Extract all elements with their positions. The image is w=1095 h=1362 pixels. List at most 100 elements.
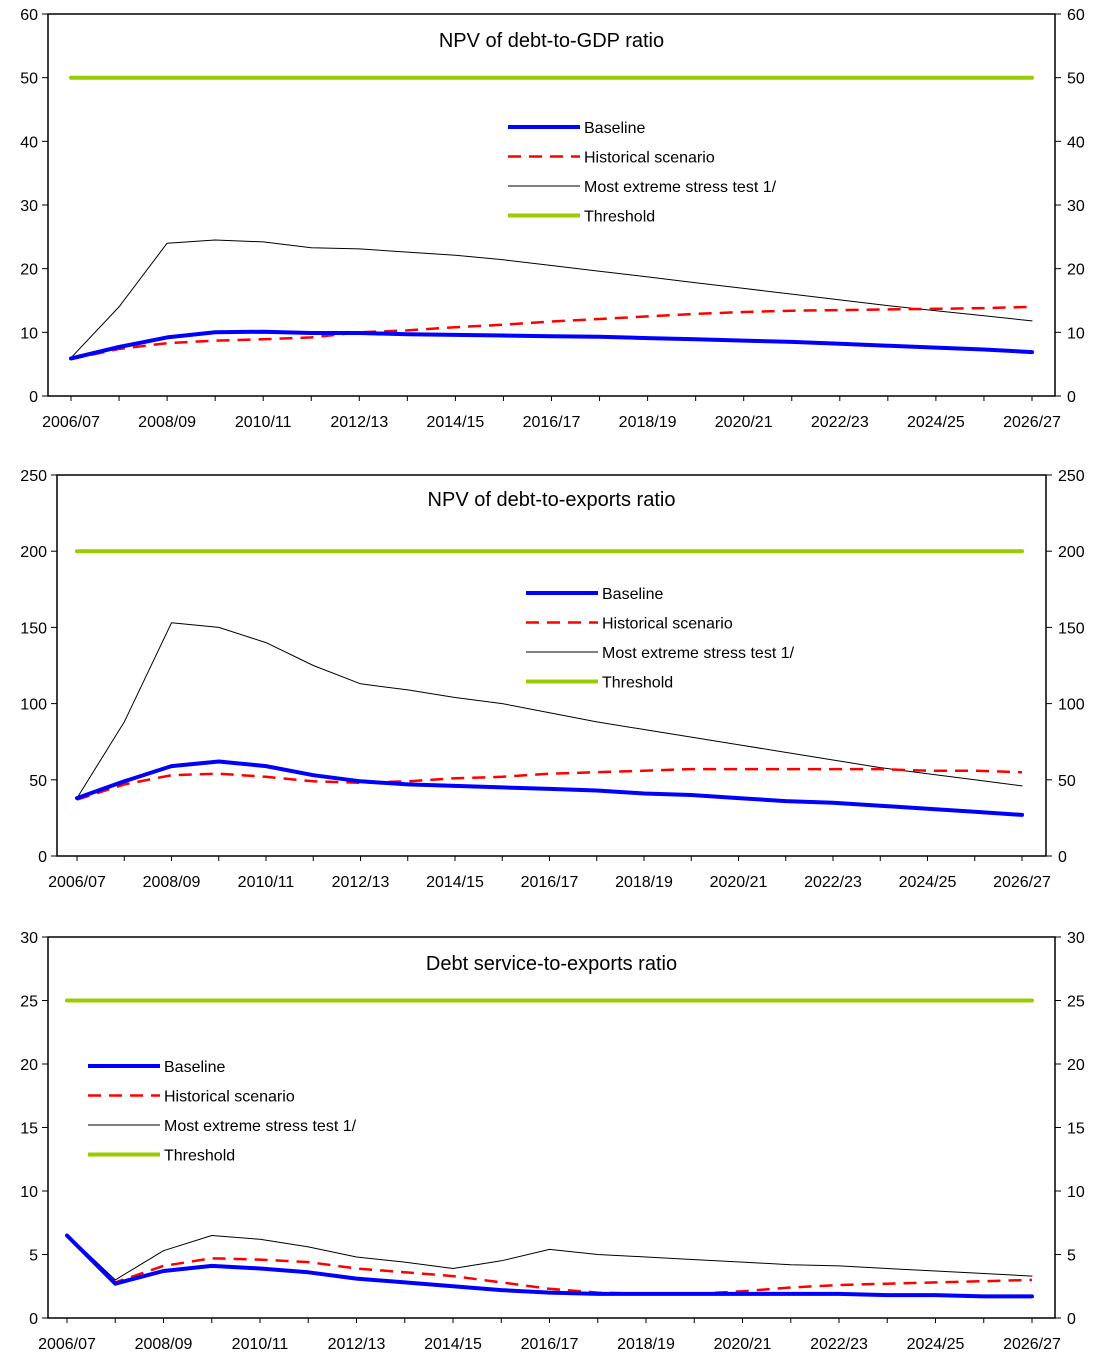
y-tick-label-right: 25 xyxy=(1067,994,1085,1011)
x-tick-label: 2012/13 xyxy=(328,1336,386,1353)
y-tick-label-right: 20 xyxy=(1067,1057,1085,1074)
series-line-historical-scenario xyxy=(70,305,1033,361)
x-tick-label: 2008/09 xyxy=(143,874,201,891)
legend-label-historical-scenario: Historical scenario xyxy=(602,616,733,633)
x-tick-label: 2010/11 xyxy=(232,1336,289,1353)
legend-label-most-extreme-stress-test-1: Most extreme stress test 1/ xyxy=(584,179,777,196)
y-tick-label-left: 150 xyxy=(20,620,47,637)
legend-label-baseline: Baseline xyxy=(602,586,663,603)
x-tick-label: 2020/21 xyxy=(715,414,773,431)
y-tick-label-left: 15 xyxy=(20,1121,38,1138)
chart-title: NPV of debt-to-exports ratio xyxy=(428,489,676,511)
y-tick-label-right: 150 xyxy=(1058,620,1085,637)
y-tick-label-left: 40 xyxy=(20,134,38,151)
series-line-most-extreme-stress-test-1 xyxy=(70,239,1033,359)
series-line-historical-scenario xyxy=(66,1234,1033,1296)
legend-label-historical-scenario: Historical scenario xyxy=(164,1089,295,1106)
x-tick-label: 2024/25 xyxy=(907,1336,965,1353)
y-tick-label-right: 250 xyxy=(1058,468,1085,485)
y-tick-label-left: 60 xyxy=(20,7,38,24)
y-tick-label-right: 20 xyxy=(1067,262,1085,279)
legend-label-threshold: Threshold xyxy=(602,675,673,692)
legend-label-most-extreme-stress-test-1: Most extreme stress test 1/ xyxy=(602,645,795,662)
x-tick-label: 2006/07 xyxy=(38,1336,96,1353)
y-tick-label-right: 30 xyxy=(1067,198,1085,215)
x-tick-label: 2008/09 xyxy=(138,414,196,431)
chart-title: Debt service-to-exports ratio xyxy=(426,953,677,975)
y-tick-label-left: 0 xyxy=(29,1311,38,1328)
legend-label-baseline: Baseline xyxy=(164,1059,225,1076)
x-tick-label: 2024/25 xyxy=(907,414,965,431)
x-tick-label: 2020/21 xyxy=(714,1336,772,1353)
x-tick-label: 2026/27 xyxy=(1003,414,1061,431)
y-tick-label-right: 15 xyxy=(1067,1121,1085,1138)
y-tick-label-left: 20 xyxy=(20,1057,38,1074)
x-tick-label: 2026/27 xyxy=(1003,1336,1061,1353)
legend-label-most-extreme-stress-test-1: Most extreme stress test 1/ xyxy=(164,1118,357,1135)
x-tick-label: 2016/17 xyxy=(523,414,581,431)
y-tick-label-left: 30 xyxy=(20,930,38,947)
y-tick-label-right: 100 xyxy=(1058,697,1085,714)
x-tick-label: 2014/15 xyxy=(426,414,484,431)
y-tick-label-left: 10 xyxy=(20,325,38,342)
y-tick-label-left: 5 xyxy=(29,1248,38,1265)
y-tick-label-left: 50 xyxy=(29,773,47,790)
y-tick-label-left: 30 xyxy=(20,198,38,215)
plot-frame xyxy=(56,474,1047,857)
series-line-most-extreme-stress-test-1 xyxy=(66,1233,1033,1281)
x-tick-label: 2006/07 xyxy=(42,414,100,431)
y-tick-label-left: 0 xyxy=(29,389,38,406)
y-tick-label-right: 200 xyxy=(1058,544,1085,561)
series-line-historical-scenario xyxy=(76,767,1023,801)
y-tick-label-left: 25 xyxy=(20,994,38,1011)
chart-3: 0 0 5 5 10 10 15 15 20 20 25 25 30 30 2006/07 2008/09 20… xyxy=(20,930,1085,1353)
x-tick-label: 2012/13 xyxy=(330,414,388,431)
y-tick-label-right: 10 xyxy=(1067,325,1085,342)
x-tick-label: 2014/15 xyxy=(426,874,484,891)
x-tick-label: 2014/15 xyxy=(424,1336,482,1353)
y-tick-label-right: 0 xyxy=(1067,1311,1076,1328)
y-tick-label-right: 50 xyxy=(1067,71,1085,88)
series-line-baseline xyxy=(75,759,1024,817)
x-tick-label: 2010/11 xyxy=(235,414,292,431)
y-tick-label-right: 10 xyxy=(1067,1184,1085,1201)
y-tick-label-right: 50 xyxy=(1058,773,1076,790)
chart-1: 0 0 10 10 20 20 30 30 40 40 50 50 60 60 2006/07 2008/09… xyxy=(20,7,1085,431)
y-tick-label-right: 40 xyxy=(1067,134,1085,151)
legend-label-baseline: Baseline xyxy=(584,120,645,137)
y-tick-label-right: 30 xyxy=(1067,930,1085,947)
x-tick-label: 2016/17 xyxy=(521,1336,579,1353)
y-tick-label-left: 250 xyxy=(20,468,47,485)
y-tick-label-left: 10 xyxy=(20,1184,38,1201)
x-tick-label: 2006/07 xyxy=(48,874,106,891)
y-tick-label-left: 0 xyxy=(38,849,47,866)
y-tick-label-right: 0 xyxy=(1058,849,1067,866)
x-tick-label: 2016/17 xyxy=(521,874,579,891)
x-tick-label: 2018/19 xyxy=(615,874,673,891)
x-tick-label: 2020/21 xyxy=(710,874,768,891)
series-line-baseline xyxy=(69,329,1034,361)
x-tick-label: 2010/11 xyxy=(238,874,295,891)
series-line-baseline xyxy=(65,1233,1034,1299)
x-tick-label: 2018/19 xyxy=(617,1336,675,1353)
x-tick-label: 2022/23 xyxy=(811,414,869,431)
x-tick-label: 2008/09 xyxy=(135,1336,193,1353)
series-line-most-extreme-stress-test-1 xyxy=(76,622,1023,799)
chart-2: 0 0 50 50 100 100 150 150 200 200 250 250 2006/07 200… xyxy=(20,468,1085,891)
y-tick-label-left: 100 xyxy=(20,697,47,714)
y-tick-label-right: 0 xyxy=(1067,389,1076,406)
y-tick-label-left: 200 xyxy=(20,544,47,561)
legend-label-threshold: Threshold xyxy=(584,209,655,226)
legend-label-threshold: Threshold xyxy=(164,1148,235,1165)
x-tick-label: 2022/23 xyxy=(810,1336,868,1353)
y-tick-label-right: 5 xyxy=(1067,1248,1076,1265)
plot-frame xyxy=(47,13,1056,397)
x-tick-label: 2012/13 xyxy=(332,874,390,891)
x-tick-label: 2026/27 xyxy=(993,874,1051,891)
x-tick-label: 2018/19 xyxy=(619,414,677,431)
legend-label-historical-scenario: Historical scenario xyxy=(584,150,715,167)
y-tick-label-right: 60 xyxy=(1067,7,1085,24)
x-tick-label: 2024/25 xyxy=(899,874,957,891)
